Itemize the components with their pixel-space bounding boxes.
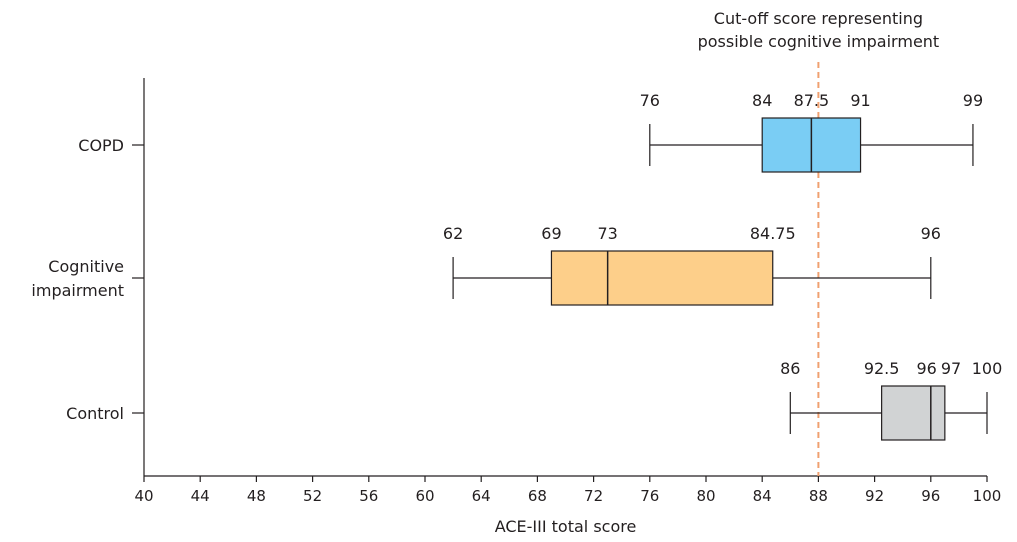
iqr-box <box>881 385 946 441</box>
value-label: 87.5 <box>794 91 830 110</box>
x-tick-label: 64 <box>472 487 491 505</box>
x-tick-label: 100 <box>973 487 1002 505</box>
value-label: 86 <box>780 359 800 378</box>
value-label: 96 <box>916 359 936 378</box>
axes-layer: 40 44 48 52 56 60 64 68 72 76 80 84 88 92 96 100 <box>134 78 1001 505</box>
x-tick-label: 72 <box>584 487 603 505</box>
value-label: 92.5 <box>864 359 900 378</box>
x-tick-label: 92 <box>865 487 884 505</box>
value-label: 76 <box>640 91 660 110</box>
x-tick-label: 96 <box>921 487 940 505</box>
x-tick-label: 40 <box>134 487 153 505</box>
x-tick-label: 44 <box>191 487 210 505</box>
x-tick-label: 88 <box>809 487 828 505</box>
x-tick-label: 48 <box>247 487 266 505</box>
category-label: Control <box>66 404 124 423</box>
x-tick-label: 56 <box>359 487 378 505</box>
value-label: 97 <box>941 359 961 378</box>
box-group: Control 86 92.5 96 97 100 <box>66 359 1003 441</box>
category-label: impairment <box>31 281 124 300</box>
box-group: COPD 76 84 87.5 91 99 <box>78 91 983 173</box>
boxes-layer: COPD 76 84 87.5 91 99 Cognitive impairment 62 69 7… <box>31 91 1003 441</box>
category-label: COPD <box>78 136 124 155</box>
category-label: Cognitive <box>48 257 124 276</box>
cutoff-annotation: Cut-off score representing <box>714 9 923 28</box>
iqr-box <box>550 250 774 306</box>
value-label: 96 <box>921 224 941 243</box>
x-tick-label: 80 <box>696 487 715 505</box>
box-group: Cognitive impairment 62 69 73 84.75 96 <box>31 224 941 306</box>
value-label: 73 <box>597 224 617 243</box>
x-axis-title: ACE-III total score <box>495 517 637 536</box>
value-label: 99 <box>963 91 983 110</box>
cutoff-annotation: possible cognitive impairment <box>698 32 940 51</box>
x-tick-label: 52 <box>303 487 322 505</box>
x-tick-label: 60 <box>415 487 434 505</box>
value-label: 62 <box>443 224 463 243</box>
value-label: 100 <box>972 359 1003 378</box>
value-label: 91 <box>850 91 870 110</box>
value-label: 84.75 <box>750 224 796 243</box>
x-tick-label: 68 <box>528 487 547 505</box>
x-tick-label: 76 <box>640 487 659 505</box>
value-label: 69 <box>541 224 561 243</box>
reference-layer: Cut-off score representing possible cogni… <box>698 9 940 476</box>
x-tick-label: 84 <box>753 487 772 505</box>
value-label: 84 <box>752 91 772 110</box>
